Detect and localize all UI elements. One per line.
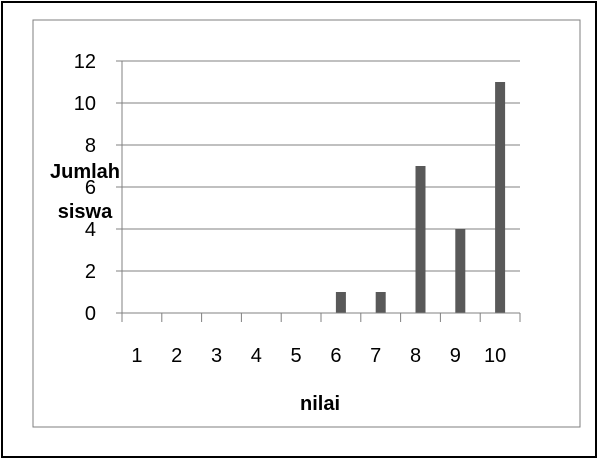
x-tick-label: 9 (450, 345, 461, 367)
x-tick-label: 5 (291, 345, 302, 367)
grid-lines (122, 60, 520, 272)
bar-10 (495, 82, 506, 313)
y-tick-label: 2 (85, 261, 96, 283)
x-tick-label: 10 (484, 345, 506, 367)
y-axis-title-line-1: Jumlah (50, 161, 120, 183)
y-tick-label: 8 (85, 135, 96, 157)
y-tick-labels: 0 2 4 6 8 10 12 (74, 51, 96, 325)
x-tick-labels: 1 2 3 4 5 6 7 8 9 10 (131, 345, 506, 367)
y-tick-label: 4 (85, 219, 96, 241)
y-tick-label: 6 (85, 177, 96, 199)
y-tick-label: 0 (85, 303, 96, 325)
bar-6 (335, 292, 346, 313)
x-axis-title: nilai (300, 393, 340, 415)
bar-8 (415, 166, 426, 313)
bar-7 (375, 292, 386, 313)
y-tick-label: 12 (74, 51, 96, 73)
bar-9 (455, 229, 466, 313)
x-tick-label: 2 (171, 345, 182, 367)
x-tick-label: 8 (410, 345, 421, 367)
bars (335, 82, 506, 313)
chart-frame (32, 19, 581, 428)
x-tick-label: 7 (370, 345, 381, 367)
axes (116, 60, 521, 322)
x-tick-label: 1 (131, 345, 142, 367)
x-tick-label: 3 (211, 345, 222, 367)
x-tick-label: 4 (251, 345, 262, 367)
x-tick-label: 6 (330, 345, 341, 367)
y-tick-label: 10 (74, 93, 96, 115)
y-axis-title-line-2: siswa (58, 201, 113, 223)
